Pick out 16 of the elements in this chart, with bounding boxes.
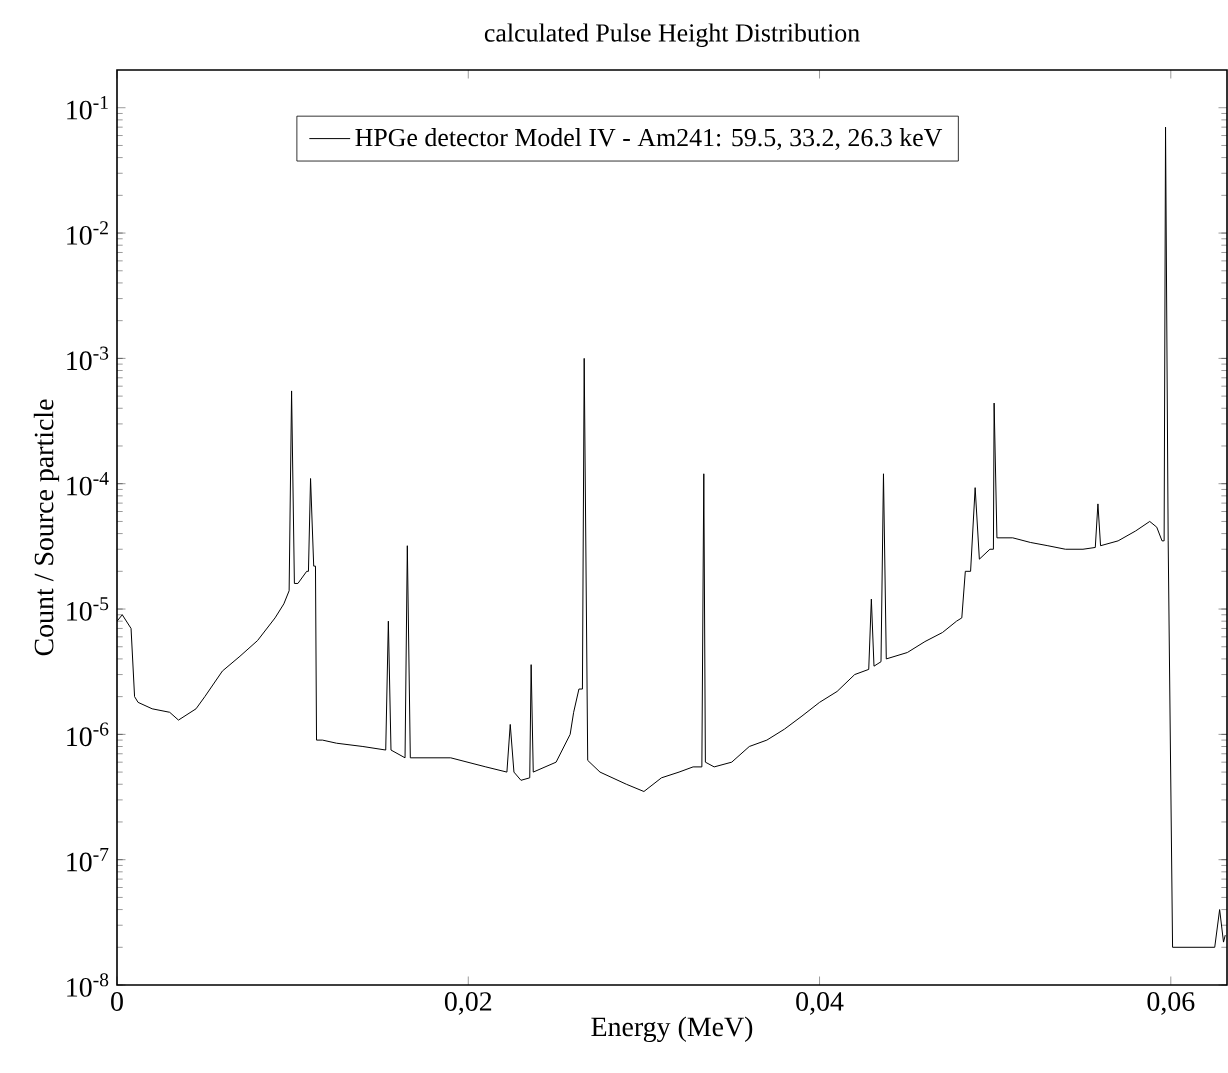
- x-tick-label: 0,04: [796, 992, 844, 1015]
- x-axis-title: Energy (MeV): [591, 1016, 753, 1043]
- x-tick-label: 0,02: [444, 992, 492, 1015]
- x-tick-label: 0,06: [1147, 992, 1195, 1015]
- chart-title: calculated Pulse Height Distribution: [484, 23, 860, 48]
- y-tick-label: 10$^{-3}$: [67, 346, 109, 371]
- x-tick-label: 0: [111, 992, 123, 1011]
- y-axis-title: Count / Source particle: [33, 399, 60, 656]
- legend-label: HPGe detector Model IV - Am241: 59.5, 33.2, 26.3 keV: [355, 128, 943, 151]
- y-tick-label: 10$^{-7}$: [67, 847, 109, 872]
- y-tick-label: 10$^{-2}$: [67, 221, 108, 245]
- y-tick-label: 10$^{-1}$: [67, 95, 108, 120]
- y-tick-label: 10$^{-6}$: [67, 722, 109, 747]
- y-tick-label: 10$^{-4}$: [67, 471, 109, 496]
- y-tick-label: 10$^{-8}$: [67, 973, 109, 997]
- y-tick-label: 10$^{-5}$: [67, 597, 109, 621]
